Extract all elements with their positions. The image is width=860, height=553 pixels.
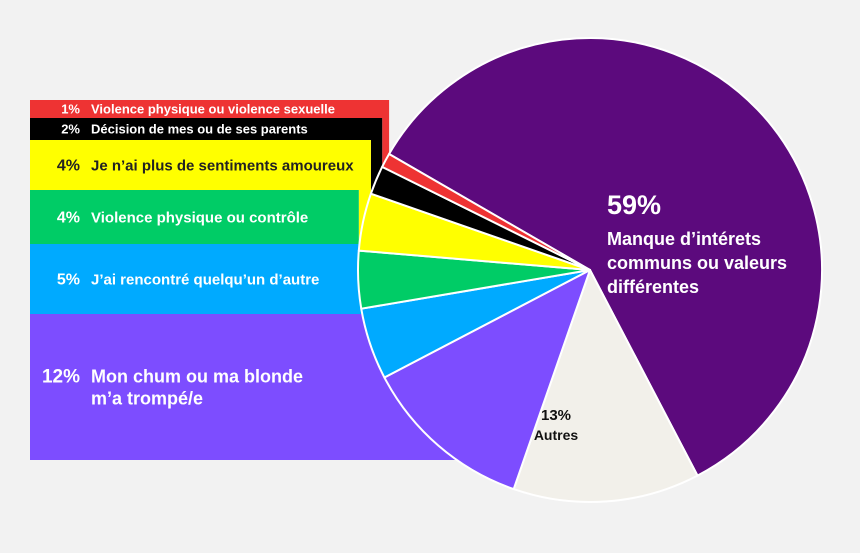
- pct-label-13: 13%: [541, 407, 571, 424]
- slice-label-m-a-trompe-e: m’a trompé/e: [91, 388, 203, 408]
- slice-label-manque-d-interets: Manque d’intérets: [607, 229, 761, 249]
- pct-label-4-violence-physique-ou-controle: 4%: [57, 209, 80, 226]
- pct-label-2-decision-de-mes-ou-de-ses-parents: 2%: [61, 122, 80, 137]
- pct-label-5-j-ai-rencontre-quelqu-un-d-autre: 5%: [57, 271, 80, 288]
- slice-label-decision-de-mes-ou-de-ses-parents: Décision de mes ou de ses parents: [91, 122, 308, 137]
- slice-label-j-ai-rencontre-quelqu-un-d-autre: J’ai rencontré quelqu’un d’autre: [91, 271, 319, 288]
- slice-autres: [512, 269, 699, 503]
- pct-label-1-violence-physique-ou-violence-sexuelle: 1%: [61, 102, 80, 117]
- pct-label-4-je-n-ai-plus-de-sentiments-amoureux: 4%: [57, 157, 80, 174]
- slice-label-violence-physique-ou-violence-sexuelle: Violence physique ou violence sexuelle: [91, 102, 335, 117]
- band-decision-de-mes-ou-de-ses-parents: [30, 118, 590, 270]
- slice-label-autres: Autres: [534, 427, 579, 443]
- pct-label-59: 59%: [607, 190, 661, 220]
- slice-label-je-n-ai-plus-de-sentiments-amoureux: Je n’ai plus de sentiments amoureux: [91, 157, 354, 174]
- slice-label-communs-ou-valeurs: communs ou valeurs: [607, 253, 787, 273]
- slice-label-differentes: différentes: [607, 277, 699, 297]
- band-violence-physique-ou-violence-sexuelle: [30, 100, 590, 270]
- slice-violence-physique-ou-violence-sexuelle: [381, 153, 591, 271]
- slice-labels: 1% Violence physique ou violence sexuelle…: [42, 102, 787, 443]
- slice-label-mon-chum-ou-ma-blonde: Mon chum ou ma blonde: [91, 367, 303, 387]
- band-j-ai-rencontre-quelqu-un-d-autre: [30, 244, 590, 378]
- slice-manque-d-interets-communs-ou-valeurs-dif: [388, 37, 823, 477]
- slice-label-violence-physique-ou-controle: Violence physique ou contrôle: [91, 209, 308, 226]
- slice-mon-chum-ou-ma-blonde-m-a-trompe-e: [383, 269, 591, 491]
- pie-slices: [357, 37, 823, 503]
- pct-label-12-mon-chum-ou-ma-blonde: 12%: [42, 367, 80, 388]
